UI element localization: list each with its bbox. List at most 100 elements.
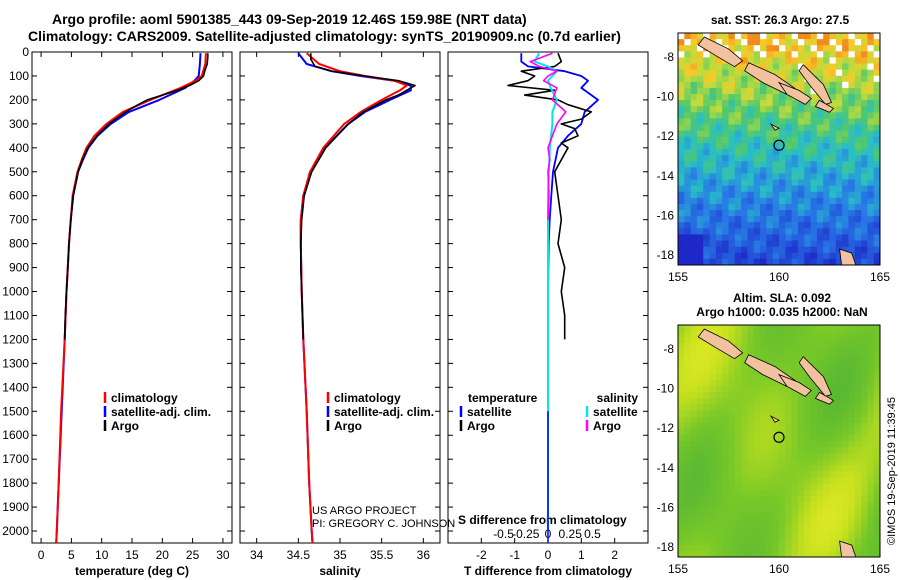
sla-map-cell — [797, 373, 805, 381]
sla-map-cell — [766, 459, 774, 466]
sst-map-cell — [829, 228, 837, 235]
sla-map-cell — [766, 483, 774, 491]
sst-map-cell — [766, 173, 774, 181]
sst-map-cell — [722, 228, 729, 235]
sla-map-cell — [709, 379, 717, 387]
sla-map-cell — [861, 465, 868, 473]
sla-map-frame — [677, 324, 881, 558]
sla-map-cell — [804, 544, 812, 552]
temperature-x-tick-label: 10 — [95, 548, 109, 562]
sst-map-cell — [861, 69, 868, 77]
sst-map-cell — [766, 179, 774, 187]
sst-map-cell — [728, 167, 736, 174]
sst-map-cell — [842, 155, 849, 162]
sla-map-cell — [829, 367, 837, 375]
sst-map-cell — [791, 81, 799, 89]
sla-map-cell — [854, 465, 862, 473]
sst-map-cell — [715, 234, 723, 242]
sla-map-cell — [810, 502, 818, 509]
sla-map-cell — [760, 410, 767, 418]
sla-map-cell — [722, 404, 729, 411]
sla-map-cell — [741, 428, 748, 436]
sla-map-cell — [728, 532, 736, 540]
sla-map-cell — [835, 434, 843, 442]
sst-map-cell — [678, 191, 685, 199]
sst-map-cell — [747, 161, 755, 168]
sst-map-cell — [696, 142, 704, 150]
sst-map-cell — [829, 106, 837, 113]
sla-map-cell — [741, 386, 748, 393]
sst-map-cell — [854, 216, 862, 223]
sla-map-cell — [766, 453, 774, 460]
sst-map-cell — [816, 240, 824, 248]
sst-map-cell — [772, 39, 780, 46]
sla-map-cell — [779, 398, 786, 405]
sla-map-cell — [734, 471, 742, 479]
sst-map-cell — [741, 234, 748, 242]
sst-map-cell — [873, 124, 881, 132]
sla-map-cell — [678, 398, 685, 405]
sst-map-cell — [678, 118, 685, 126]
sst-map-cell — [684, 124, 692, 132]
sst-map-cell — [678, 69, 685, 77]
sla-map-cell — [779, 416, 786, 424]
sla-map-cell — [804, 355, 812, 363]
sla-map-cell — [709, 355, 717, 363]
sst-map-cell — [804, 173, 812, 181]
sst-map-cell — [753, 216, 761, 223]
sst-map-cell — [722, 167, 729, 174]
sst-map-cell — [785, 136, 793, 144]
sla-map-cell — [804, 471, 812, 479]
sla-map-cell — [823, 422, 830, 430]
sla-map-cell — [854, 373, 862, 381]
sla-map-cell — [779, 508, 786, 515]
sla-map-cell — [684, 416, 692, 424]
sla-map-cell — [829, 495, 837, 503]
sst-map-cell — [728, 234, 736, 242]
sla-map-cell — [854, 471, 862, 479]
sst-map-cell — [703, 63, 711, 71]
sst-map-cell — [842, 240, 849, 248]
sla-map-cell — [766, 508, 774, 515]
sst-map-cell — [785, 112, 793, 119]
sla-map-lon-label: 165 — [870, 562, 890, 576]
sst-map-cell — [867, 179, 875, 187]
sla-map-cell — [804, 453, 812, 460]
sla-map-cell — [816, 477, 824, 485]
sst-map-cell — [684, 216, 692, 223]
sla-map-cell — [829, 489, 837, 497]
sst-map-cell — [709, 118, 717, 126]
sla-map-cell — [867, 416, 875, 424]
sla-map-cell — [760, 379, 767, 387]
sla-map-cell — [823, 526, 830, 534]
sla-map-cell — [715, 489, 723, 497]
sst-map-cell — [797, 149, 805, 156]
sst-map-cell — [715, 197, 723, 205]
sla-map-cell — [709, 325, 717, 332]
sst-map-cell — [779, 100, 786, 107]
sst-map-cell — [785, 39, 793, 46]
sst-map-cell — [816, 246, 824, 254]
sla-map-cell — [696, 502, 704, 509]
sst-map-cell — [690, 87, 698, 95]
y-tick-label: 1200 — [2, 332, 29, 346]
sst-map-cell — [747, 222, 755, 229]
sla-map-cell — [678, 526, 685, 534]
sst-map-cell — [816, 179, 824, 187]
sst-map-cell — [829, 136, 837, 144]
sla-map-cell — [741, 337, 748, 344]
sla-map-cell — [678, 416, 685, 424]
sst-map-cell — [804, 203, 812, 211]
sla-map-cell — [873, 502, 881, 509]
sst-map-cell — [709, 136, 717, 144]
sst-map-cell — [823, 57, 830, 65]
sla-map-cell — [709, 489, 717, 497]
sst-map-cell — [741, 87, 748, 95]
sst-map-cell — [810, 69, 818, 77]
sst-map-cell — [861, 246, 868, 254]
sst-map-cell — [766, 161, 774, 168]
sla-map-cell — [722, 392, 729, 399]
sla-map-cell — [779, 404, 786, 411]
sla-map-cell — [873, 441, 881, 448]
sst-map-cell — [766, 106, 774, 113]
